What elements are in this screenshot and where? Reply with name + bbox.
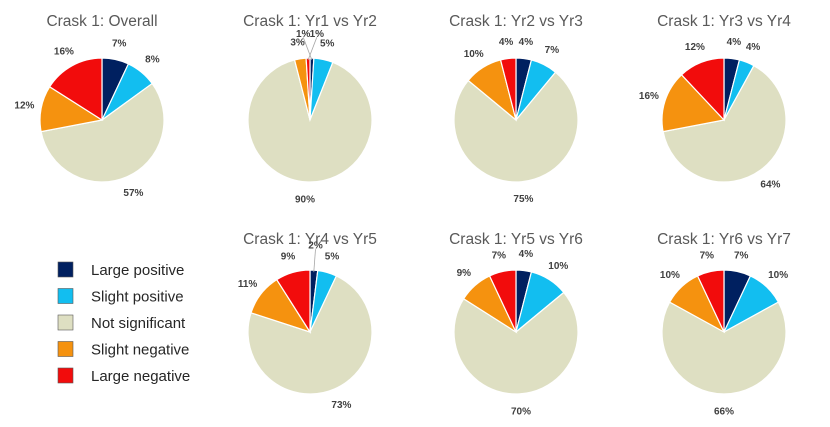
pie-slice-large-negative (305, 57, 311, 121)
legend-label: Large negative (91, 368, 190, 385)
legend-swatch (57, 341, 74, 357)
data-label: 75% (513, 194, 533, 205)
chart-title: Crask 1: Yr3 vs Yr4 (657, 13, 791, 30)
data-label: 70% (511, 406, 531, 417)
data-label: 7% (112, 38, 127, 49)
leader-line (302, 37, 313, 61)
data-label: 7% (545, 45, 560, 56)
pie-chart-7: Crask 1: Yr6 vs Yr7 7% 10% 66% 10% 7% (657, 231, 791, 418)
data-label: 4% (727, 37, 742, 48)
data-label: 7% (734, 250, 749, 261)
data-label: 12% (14, 101, 34, 112)
chart-title: Crask 1: Yr1 vs Yr2 (243, 13, 377, 30)
pie-chart-4: Crask 1: Yr3 vs Yr4 4% 4% 64% 16% 12% (639, 13, 791, 190)
pie-slice-not-significant (40, 82, 165, 183)
data-label: 10% (768, 270, 788, 281)
data-label: 16% (54, 46, 74, 57)
data-label: 4% (519, 37, 534, 48)
data-label: 4% (746, 42, 761, 53)
legend-swatch (57, 367, 74, 384)
pie-slice-large-negative (680, 57, 725, 122)
chart-title: Crask 1: Yr6 vs Yr7 (657, 231, 791, 248)
pie-slice-not-significant (453, 291, 579, 395)
data-label: 4% (499, 37, 514, 48)
data-label: 57% (123, 188, 143, 199)
data-label: 10% (464, 49, 484, 60)
data-label: 11% (238, 279, 258, 290)
data-label: 90% (295, 194, 315, 205)
legend-swatch (57, 261, 74, 278)
legend-label: Not significant (91, 315, 186, 332)
data-label: 3% (290, 38, 305, 49)
pie-slice-large-negative (499, 57, 517, 121)
data-label: 10% (548, 261, 568, 272)
pie-slice-not-significant (661, 301, 787, 395)
chart-title: Crask 1: Yr4 vs Yr5 (243, 231, 377, 248)
data-label: 7% (492, 250, 507, 261)
pie-slice-large-negative (48, 57, 103, 122)
pie-slice-not-significant (247, 59, 373, 183)
data-label: 66% (714, 407, 734, 418)
pie-chart-1: Crask 1: Overall 7% 8% 57% 12% 16% (14, 13, 165, 199)
data-label: 16% (639, 91, 659, 102)
data-label: 64% (760, 179, 780, 190)
chart-title: Crask 1: Yr5 vs Yr6 (449, 231, 583, 248)
data-label: 7% (700, 250, 715, 261)
leader-line (313, 249, 316, 273)
legend-label: Slight negative (91, 342, 189, 359)
pie-slice-not-significant (662, 64, 787, 183)
legend-label: Large positive (91, 262, 184, 279)
leader-line (307, 37, 318, 61)
data-label: 9% (281, 252, 296, 263)
pie-chart-3: Crask 1: Yr2 vs Yr3 4% 7% 75% 10% 4% (449, 13, 583, 205)
data-label: 9% (457, 268, 472, 279)
data-label: 10% (660, 270, 680, 281)
pie-slice-large-negative (275, 269, 311, 335)
data-label: 1% (296, 29, 311, 40)
pie-slice-not-significant (453, 71, 579, 183)
data-label: 2% (308, 241, 323, 252)
data-label: 4% (519, 249, 534, 260)
pie-slice-large-negative (696, 269, 725, 333)
legend-swatch (57, 314, 74, 331)
pie-slice-large-negative (488, 269, 517, 333)
chart-title: Crask 1: Yr2 vs Yr3 (449, 13, 583, 30)
data-label: 1% (310, 29, 325, 40)
data-label: 5% (320, 38, 335, 49)
legend-swatch (57, 288, 74, 304)
pie-slice-not-significant (247, 275, 373, 395)
data-label: 5% (325, 252, 340, 263)
chart-title: Crask 1: Overall (46, 13, 157, 30)
data-label: 8% (145, 55, 160, 66)
legend-label: Slight positive (91, 289, 184, 306)
pie-slice-slight-negative (661, 73, 726, 133)
data-label: 73% (331, 400, 351, 411)
legend: Large positive Slight positive Not signifi… (57, 261, 190, 385)
data-label: 12% (685, 42, 705, 53)
